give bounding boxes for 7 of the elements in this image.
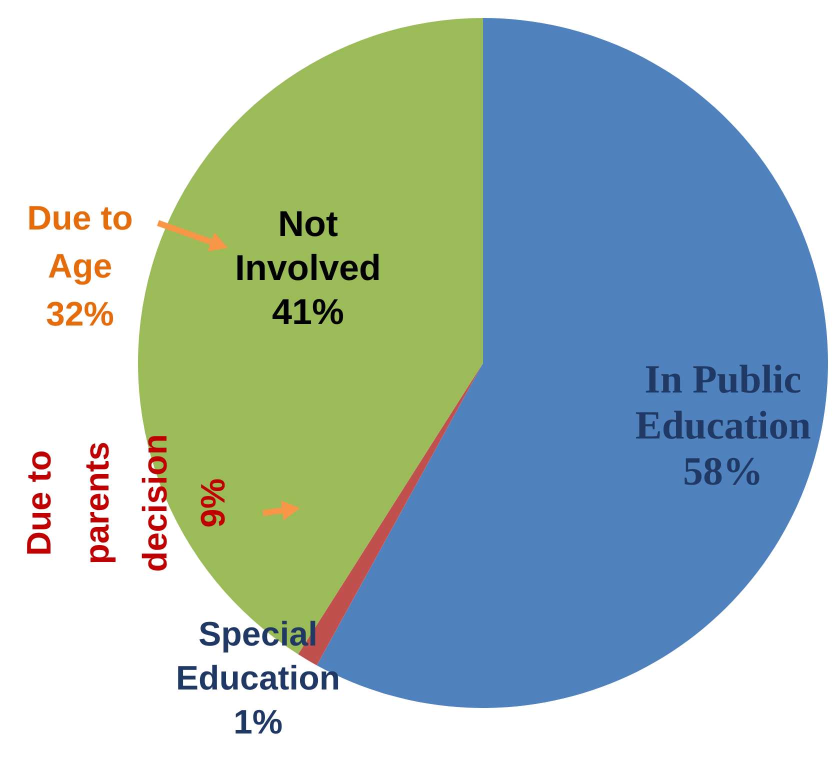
data-label: 58% [683,448,763,494]
text: Due to Age 32% [27,199,133,334]
data-label: 1% [233,703,283,742]
slice-label: Not Involved [234,202,382,288]
slice-label: In Public Education [635,356,811,448]
text: Due to parents decision 9% [20,434,232,572]
data-label: 41% [272,290,344,332]
